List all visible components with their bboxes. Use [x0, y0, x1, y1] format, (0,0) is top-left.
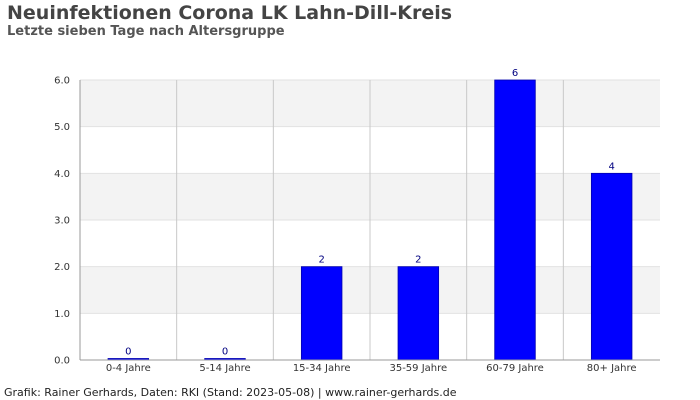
bar-80-jahre	[590, 172, 633, 361]
bar-15-34-jahre	[300, 266, 343, 361]
bar-35-59-jahre	[397, 266, 440, 361]
x-tick-label: 0-4 Jahre	[106, 363, 151, 374]
chart-subtitle: Letzte sieben Tage nach Altersgruppe	[7, 24, 285, 39]
y-tick-label: 6.0	[54, 76, 70, 87]
x-tick-label: 5-14 Jahre	[199, 363, 250, 374]
y-tick-label: 4.0	[54, 169, 70, 180]
data-labels: 0 0 2 2 6 4	[125, 68, 615, 358]
data-label: 0	[125, 347, 131, 358]
bars	[107, 79, 633, 361]
axes	[79, 80, 660, 361]
y-tick-label: 1.0	[54, 309, 70, 320]
footer-credit: Grafik: Rainer Gerhards, Daten: RKI (Sta…	[4, 386, 457, 399]
y-tick-label: 0.0	[54, 356, 70, 367]
y-tick-label: 2.0	[54, 262, 70, 273]
chart-title: Neuinfektionen Corona LK Lahn-Dill-Kreis	[7, 2, 453, 24]
data-label: 6	[512, 68, 518, 79]
data-label: 4	[608, 161, 614, 172]
bar-60-79-jahre	[494, 79, 536, 361]
x-tick-label: 60-79 Jahre	[486, 363, 544, 374]
x-tick-label: 15-34 Jahre	[293, 363, 351, 374]
y-tick-label: 5.0	[54, 122, 70, 133]
y-tick-labels: 0.0 1.0 2.0 3.0 4.0 5.0 6.0	[54, 76, 70, 367]
x-tick-label: 35-59 Jahre	[389, 363, 447, 374]
data-label: 0	[222, 347, 228, 358]
x-tick-label: 80+ Jahre	[587, 363, 637, 374]
x-tick-labels: 0-4 Jahre 5-14 Jahre 15-34 Jahre 35-59 Jahr…	[106, 363, 637, 374]
data-label: 2	[415, 255, 421, 266]
y-tick-label: 3.0	[54, 216, 70, 227]
data-label: 2	[318, 255, 324, 266]
vertical-gridlines	[176, 80, 564, 360]
